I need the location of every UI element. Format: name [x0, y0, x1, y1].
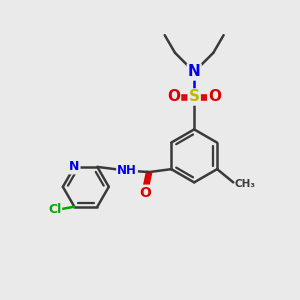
- Text: O: O: [208, 89, 221, 104]
- Text: O: O: [167, 89, 180, 104]
- Text: S: S: [189, 89, 200, 104]
- Text: CH₃: CH₃: [235, 179, 256, 189]
- Text: N: N: [69, 160, 80, 173]
- Text: O: O: [139, 186, 151, 200]
- Text: Cl: Cl: [48, 203, 61, 216]
- Text: NH: NH: [117, 164, 137, 177]
- Text: N: N: [188, 64, 200, 80]
